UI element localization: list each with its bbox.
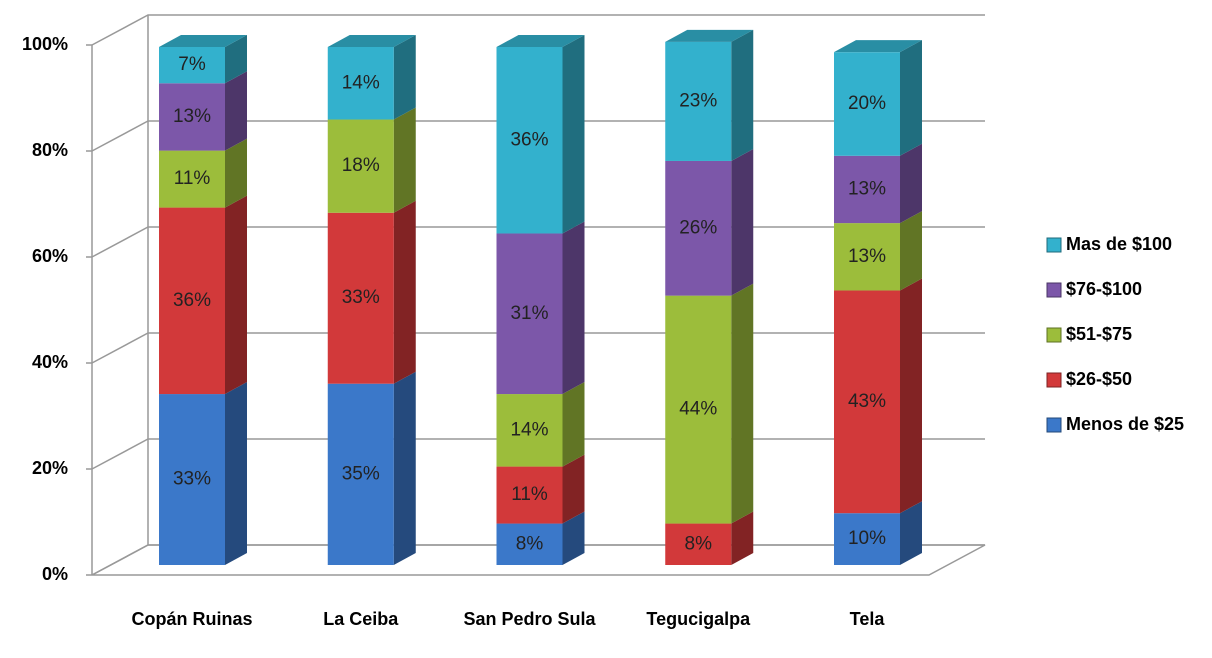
data-label: 11%	[174, 168, 211, 189]
bar	[327, 119, 394, 213]
data-label: 18%	[342, 155, 380, 176]
bar-side	[393, 200, 416, 384]
bar	[327, 47, 394, 120]
bar-side	[900, 278, 922, 514]
bar	[834, 223, 900, 291]
bar	[834, 513, 900, 565]
bar-side	[562, 454, 585, 524]
y-tick-label: 100%	[22, 34, 68, 54]
bar-side	[562, 382, 585, 467]
bar	[496, 394, 563, 467]
data-label: 13%	[848, 178, 886, 199]
bar	[834, 52, 900, 156]
bar-top	[834, 40, 922, 53]
data-label: 35%	[342, 463, 380, 484]
data-label: 31%	[510, 303, 548, 324]
data-label: 33%	[173, 469, 211, 490]
legend-label: $51-$75	[1066, 324, 1132, 344]
bar-side	[731, 148, 754, 296]
x-tick-label: Copán Ruinas	[131, 609, 253, 629]
data-label: 44%	[679, 399, 717, 420]
bar-side	[731, 283, 754, 524]
legend-swatch	[1046, 327, 1062, 343]
bar	[665, 41, 732, 161]
bar	[159, 394, 225, 565]
data-label: 36%	[510, 129, 548, 150]
data-label: 20%	[848, 93, 886, 114]
data-label: 8%	[516, 533, 544, 554]
bar-side	[393, 371, 416, 565]
legend-label: Menos de $25	[1066, 414, 1184, 434]
bar-top	[665, 29, 754, 42]
bar-top	[327, 35, 416, 47]
data-label: 43%	[848, 391, 886, 412]
bar-side	[393, 107, 416, 213]
data-label: 14%	[342, 72, 380, 93]
bar	[159, 207, 225, 395]
y-tick-label: 20%	[32, 458, 68, 478]
bar	[496, 47, 563, 234]
bar-side	[900, 211, 922, 291]
bar-side	[225, 35, 247, 84]
bar	[327, 212, 394, 384]
bar-top	[159, 35, 247, 47]
bar	[159, 83, 225, 151]
bar-side	[900, 40, 922, 156]
bar	[159, 47, 225, 84]
bar-side	[393, 35, 416, 120]
bar	[496, 523, 563, 565]
data-label: 8%	[685, 533, 713, 554]
bar-side	[562, 35, 585, 234]
x-tick-label: Tela	[849, 609, 885, 629]
legend-swatch	[1046, 237, 1062, 253]
legend-swatch	[1046, 417, 1062, 433]
bar-side	[225, 195, 247, 395]
legend-label: Mas de $100	[1066, 234, 1172, 254]
legend-label: $76-$100	[1066, 279, 1142, 299]
x-tick-label: Tegucigalpa	[646, 609, 751, 629]
bar	[665, 523, 732, 565]
bar	[159, 150, 225, 208]
data-label: 26%	[679, 217, 717, 238]
bar	[665, 160, 732, 296]
y-tick-label: 0%	[42, 564, 68, 584]
legend-swatch	[1046, 282, 1062, 298]
data-label: 23%	[679, 90, 717, 111]
bar-side	[731, 511, 754, 565]
bar	[496, 466, 563, 524]
bar-top	[496, 35, 585, 47]
bar	[665, 295, 732, 524]
bar-side	[900, 501, 922, 565]
bar	[496, 233, 563, 395]
bar-side	[562, 221, 585, 395]
legend-swatch	[1046, 372, 1062, 388]
bar-side	[731, 29, 754, 161]
data-label: 14%	[510, 419, 548, 440]
bar	[834, 155, 900, 224]
y-tick-label: 60%	[32, 246, 68, 266]
y-tick-label: 40%	[32, 352, 68, 372]
data-label: 11%	[511, 484, 548, 505]
data-label: 10%	[848, 528, 886, 549]
y-tick-label: 80%	[32, 140, 68, 160]
legend-label: $26-$50	[1066, 369, 1132, 389]
data-label: 36%	[173, 290, 211, 311]
bar-side	[225, 138, 247, 208]
bar-side	[900, 143, 922, 224]
grid-line	[91, 14, 985, 46]
bar	[834, 290, 900, 514]
data-label: 13%	[173, 106, 211, 127]
data-label: 7%	[178, 54, 206, 75]
bar-side	[562, 511, 585, 565]
data-label: 33%	[342, 287, 380, 308]
data-label: 13%	[848, 246, 886, 267]
bar-side	[225, 71, 247, 151]
x-tick-label: La Ceiba	[323, 609, 399, 629]
bar-side	[225, 382, 247, 565]
x-tick-label: San Pedro Sula	[463, 609, 596, 629]
bar	[327, 383, 394, 565]
